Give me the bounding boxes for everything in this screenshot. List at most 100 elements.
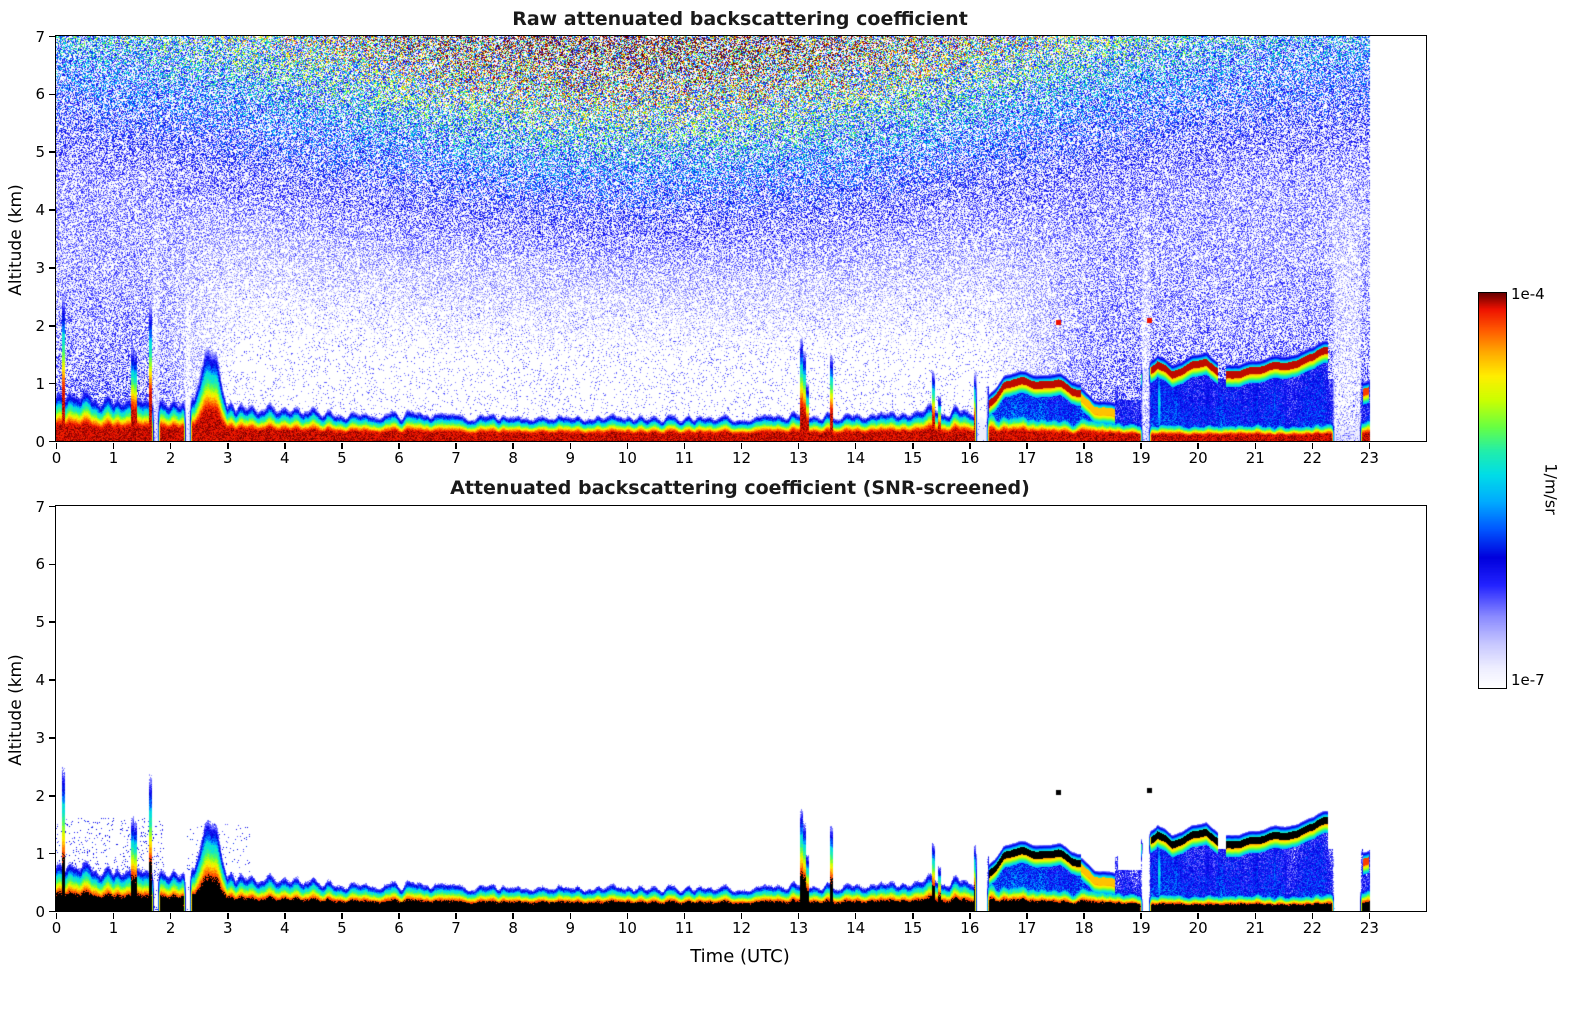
x-tick-label: 6: [394, 449, 404, 467]
x-tick-mark: [284, 913, 286, 919]
x-tick-label: 3: [222, 919, 233, 937]
x-tick-mark: [1026, 913, 1028, 919]
x-tick-mark: [284, 443, 286, 449]
x-tick-mark: [1197, 443, 1199, 449]
y-tick-mark: [49, 267, 55, 269]
x-axis-label: Time (UTC): [690, 946, 790, 967]
y-tick-label: 7: [35, 27, 45, 46]
x-tick-label: 10: [617, 919, 637, 937]
x-tick-label: 18: [1074, 919, 1094, 937]
y-tick-label: 0: [35, 902, 45, 921]
x-tick-label: 22: [1302, 919, 1322, 937]
x-tick-label: 1: [108, 449, 119, 467]
x-tick-mark: [1026, 443, 1028, 449]
x-tick-label: 20: [1188, 919, 1208, 937]
y-tick-label: 4: [35, 201, 45, 220]
y-tick-label: 4: [35, 671, 45, 690]
x-tick-label: 8: [508, 449, 518, 467]
x-tick-mark: [227, 443, 229, 449]
y-tick-label: 7: [35, 497, 45, 516]
x-tick-mark: [797, 913, 800, 919]
x-tick-label: 6: [394, 919, 404, 937]
y-tick-mark: [49, 325, 55, 327]
x-tick-label: 9: [565, 919, 576, 937]
x-tick-mark: [398, 913, 400, 919]
raw-plot-area: [55, 35, 1427, 442]
y-tick-mark: [49, 679, 55, 681]
x-tick-mark: [455, 913, 457, 919]
x-tick-label: 7: [451, 919, 461, 937]
x-tick-label: 17: [1017, 449, 1037, 467]
x-tick-mark: [341, 443, 343, 449]
x-tick-mark: [1083, 443, 1085, 449]
y-tick-label: 5: [35, 613, 45, 632]
x-tick-mark: [1197, 913, 1199, 919]
x-tick-label: 21: [1245, 449, 1265, 467]
x-tick-mark: [1140, 913, 1142, 919]
x-tick-mark: [683, 913, 686, 919]
x-tick-mark: [569, 443, 571, 449]
x-tick-label: 1: [108, 919, 119, 937]
x-tick-mark: [969, 913, 971, 919]
x-tick-mark: [569, 913, 571, 919]
x-tick-label: 11: [674, 919, 694, 937]
x-tick-label: 19: [1131, 449, 1151, 467]
x-tick-label: 16: [960, 919, 980, 937]
screened-heatmap-canvas: [56, 506, 1426, 911]
y-tick-label: 3: [35, 728, 45, 747]
x-tick-label: 10: [617, 449, 637, 467]
x-tick-mark: [55, 913, 58, 919]
x-tick-mark: [626, 913, 629, 919]
x-tick-mark: [398, 443, 400, 449]
x-tick-label: 4: [280, 919, 290, 937]
x-tick-mark: [740, 913, 743, 919]
y-tick-label: 2: [35, 316, 45, 335]
x-tick-label: 13: [789, 919, 809, 937]
x-tick-mark: [341, 913, 343, 919]
x-tick-label: 14: [846, 919, 866, 937]
y-tick-label: 1: [35, 374, 45, 393]
colorbar-min-label: 1e-7: [1511, 671, 1545, 689]
y-tick-mark: [49, 737, 55, 739]
y-tick-label: 5: [35, 143, 45, 162]
x-tick-label: 13: [789, 449, 809, 467]
x-tick-mark: [969, 443, 971, 449]
panel-title-raw: Raw attenuated backscattering coefficien…: [512, 8, 968, 30]
x-tick-label: 7: [451, 449, 461, 467]
y-tick-mark: [49, 209, 55, 211]
x-tick-label: 12: [731, 449, 752, 467]
y-tick-label: 2: [35, 786, 45, 805]
x-tick-label: 19: [1131, 919, 1151, 937]
x-tick-label: 23: [1359, 919, 1379, 937]
x-tick-label: 21: [1245, 919, 1265, 937]
x-tick-mark: [912, 443, 914, 449]
screened-plot-area: [55, 505, 1427, 912]
x-tick-label: 15: [903, 919, 923, 937]
x-tick-mark: [512, 913, 514, 919]
x-tick-label: 17: [1017, 919, 1037, 937]
y-tick-mark: [49, 505, 55, 508]
x-tick-label: 0: [51, 449, 62, 467]
x-tick-mark: [1311, 443, 1314, 449]
x-tick-label: 0: [51, 919, 62, 937]
y-tick-mark: [49, 795, 55, 797]
x-tick-label: 11: [674, 449, 694, 467]
x-tick-mark: [683, 443, 686, 449]
colorbar: [1478, 292, 1507, 689]
x-tick-label: 3: [222, 449, 233, 467]
x-tick-label: 16: [960, 449, 980, 467]
x-tick-mark: [797, 443, 800, 449]
x-tick-mark: [912, 913, 914, 919]
x-tick-label: 5: [337, 919, 347, 937]
x-tick-mark: [112, 913, 115, 919]
y-tick-label: 0: [35, 432, 45, 451]
x-tick-label: 23: [1359, 449, 1379, 467]
x-tick-label: 18: [1074, 449, 1094, 467]
y-tick-mark: [49, 35, 55, 38]
x-tick-mark: [1254, 443, 1256, 449]
x-tick-label: 12: [731, 919, 752, 937]
y-tick-label: 3: [35, 258, 45, 277]
x-tick-mark: [854, 913, 857, 919]
x-tick-mark: [626, 443, 629, 449]
